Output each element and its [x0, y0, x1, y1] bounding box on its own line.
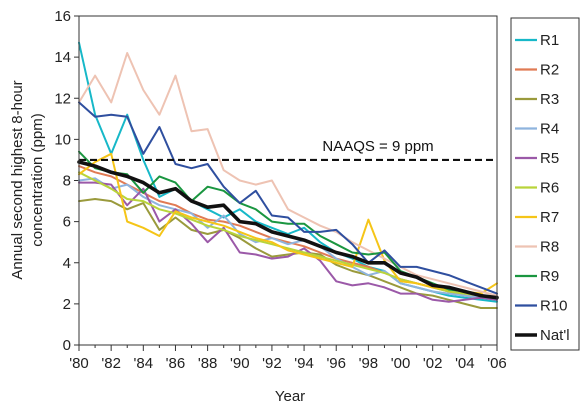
x-tick-label: '94 — [294, 355, 314, 372]
legend-label: R9 — [540, 268, 559, 285]
legend-label: R3 — [540, 91, 559, 108]
y-tick-label: 16 — [54, 8, 71, 25]
x-tick-label: '04 — [455, 355, 475, 372]
legend-label: R4 — [540, 121, 559, 138]
y-tick-label: 4 — [63, 255, 71, 272]
plot-area-frame — [78, 15, 498, 346]
y-tick-label: 0 — [63, 337, 71, 354]
y-tick-label: 12 — [54, 90, 71, 107]
y-tick-label: 8 — [63, 173, 71, 190]
y-tick-label: 2 — [63, 296, 71, 313]
legend-items: R1 R2 R3 R4 R5 R6 R7 R8 R9 R10 Nat'l — [515, 32, 570, 344]
x-tick-label: '86 — [166, 355, 186, 372]
legend-label: R10 — [540, 298, 568, 315]
naaqs-annotation: NAAQS = 9 ppm — [322, 138, 433, 155]
legend-box — [510, 17, 580, 351]
y-axis-ticks: 0 2 4 6 8 10 12 14 16 — [54, 8, 79, 354]
x-tick-label: '88 — [198, 355, 218, 372]
series-line-natl — [77, 160, 499, 300]
y-tick-label: 14 — [54, 49, 71, 66]
legend-label: R6 — [540, 180, 559, 197]
x-axis-ticks: '80 '82 '84 '86 '88 '90 '92 '94 '96 '98 '00 '02 '04 '… — [69, 345, 507, 372]
x-tick-label: '02 — [423, 355, 443, 372]
x-tick-label: '82 — [101, 355, 121, 372]
x-tick-label: '84 — [134, 355, 154, 372]
series-line-r9 — [78, 150, 498, 299]
series-line-r7 — [78, 152, 498, 295]
legend-label: R7 — [540, 209, 559, 226]
x-tick-label: '92 — [262, 355, 282, 372]
series-layer — [77, 41, 499, 309]
x-tick-label: '80 — [69, 355, 89, 372]
legend-label: R5 — [540, 150, 559, 167]
x-tick-label: '00 — [391, 355, 411, 372]
x-tick-label: '90 — [230, 355, 250, 372]
x-axis-title: Year — [275, 388, 305, 405]
legend-label: R2 — [540, 62, 559, 79]
series-line-r8 — [78, 52, 498, 297]
legend: R1 R2 R3 R4 R5 R6 R7 R8 R9 R10 Nat'l — [510, 17, 580, 351]
series-line-r3 — [78, 198, 498, 309]
y-axis-title-line1: Annual second highest 8-hour — [9, 80, 26, 279]
x-tick-label: '06 — [487, 355, 507, 372]
legend-label: Nat'l — [540, 327, 570, 344]
series-line-r5 — [78, 181, 498, 303]
y-axis-title-line2: concentration (ppm) — [29, 113, 46, 246]
x-tick-label: '98 — [359, 355, 379, 372]
series-line-r4 — [78, 177, 498, 301]
x-tick-label: '96 — [326, 355, 346, 372]
y-tick-label: 10 — [54, 131, 71, 148]
legend-label: R1 — [540, 32, 559, 49]
y-tick-label: 6 — [63, 214, 71, 231]
series-line-r1 — [78, 41, 498, 303]
legend-label: R8 — [540, 239, 559, 256]
series-line-r10 — [78, 101, 498, 295]
